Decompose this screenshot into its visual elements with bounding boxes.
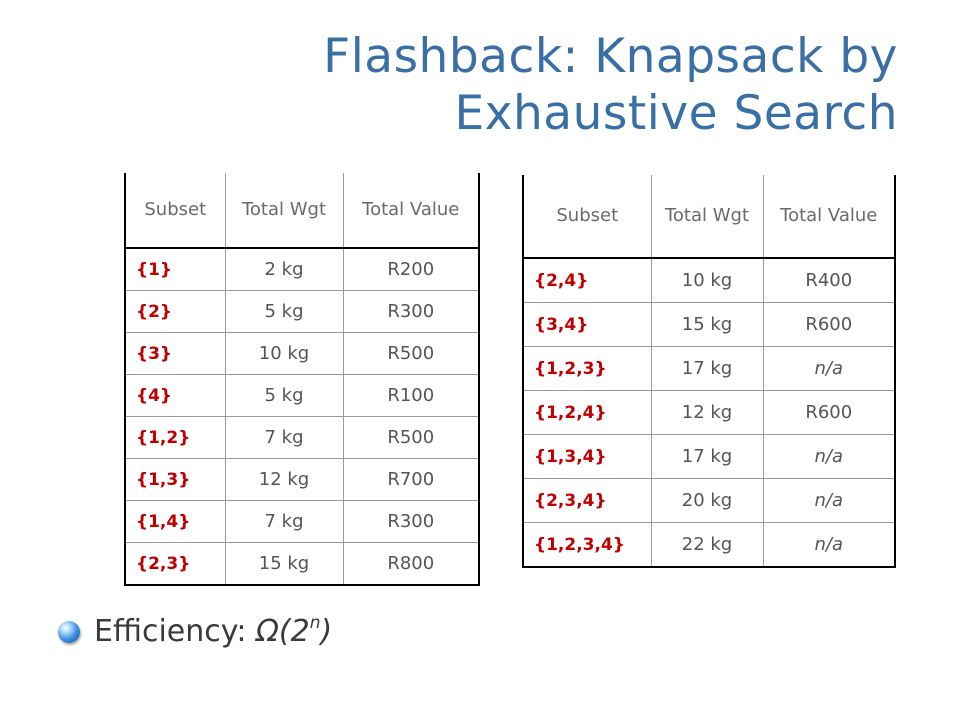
value-cell: R600 — [763, 302, 895, 347]
slide-title: Flashback: Knapsack by Exhaustive Search — [178, 28, 898, 142]
efficiency-bullet: Efficiency: Ω(2n) — [58, 613, 333, 649]
subset-cell: {2,3,4} — [523, 478, 652, 523]
subset-cell: {2} — [125, 290, 226, 333]
subset-cell: {4} — [125, 374, 226, 417]
subset-cell: {3} — [125, 332, 226, 375]
header-subset: Subset — [125, 173, 226, 249]
value-cell: n/a — [763, 478, 895, 523]
efficiency-text: Efficiency: Ω(2n) — [94, 613, 333, 649]
bullet-icon — [58, 620, 80, 643]
subset-cell: {3,4} — [523, 302, 652, 347]
value-cell: R500 — [343, 416, 479, 459]
slide-title-line-2: Exhaustive Search — [454, 86, 898, 141]
subset-cell: {1,2} — [125, 416, 226, 459]
weight-cell: 7 kg — [225, 500, 344, 543]
table-row: {2,4} 10 kg R400 — [523, 258, 895, 303]
weight-cell: 12 kg — [225, 458, 344, 501]
table-row: {1,2,4} 12 kg R600 — [523, 390, 895, 435]
weight-cell: 12 kg — [651, 390, 764, 435]
weight-cell: 17 kg — [651, 346, 764, 391]
table-row: {1,4} 7 kg R300 — [125, 500, 479, 543]
value-cell: R100 — [343, 374, 479, 417]
subset-table-left: Subset Total Wgt Total Value {1} 2 kg R2… — [124, 173, 480, 586]
weight-cell: 10 kg — [225, 332, 344, 375]
header-total-value: Total Value — [763, 175, 895, 259]
weight-cell: 2 kg — [225, 248, 344, 291]
value-cell: R300 — [343, 500, 479, 543]
header-total-wgt: Total Wgt — [651, 175, 764, 259]
subset-cell: {1,2,4} — [523, 390, 652, 435]
value-cell: R500 — [343, 332, 479, 375]
table-row: {1,3} 12 kg R700 — [125, 458, 479, 501]
table-row: {1,3,4} 17 kg n/a — [523, 434, 895, 479]
subset-cell: {1,4} — [125, 500, 226, 543]
table-row: {2,3} 15 kg R800 — [125, 542, 479, 586]
slide-title-line-1: Flashback: Knapsack by — [323, 29, 898, 84]
weight-cell: 15 kg — [651, 302, 764, 347]
subset-cell: {1,2,3} — [523, 346, 652, 391]
subset-cell: {2,3} — [125, 542, 226, 586]
value-cell: n/a — [763, 434, 895, 479]
header-subset: Subset — [523, 175, 652, 259]
table-row: {2,3,4} 20 kg n/a — [523, 478, 895, 523]
header-total-wgt: Total Wgt — [225, 173, 344, 249]
table-row: {3,4} 15 kg R600 — [523, 302, 895, 347]
table-row: {4} 5 kg R100 — [125, 374, 479, 417]
subset-table-right: Subset Total Wgt Total Value {2,4} 10 kg… — [522, 175, 896, 568]
omega-notation: Ω(2 — [255, 614, 310, 649]
subset-cell: {1} — [125, 248, 226, 291]
weight-cell: 17 kg — [651, 434, 764, 479]
value-cell: n/a — [763, 346, 895, 391]
weight-cell: 20 kg — [651, 478, 764, 523]
table-header-row: Subset Total Wgt Total Value — [125, 173, 479, 249]
table-row: {2} 5 kg R300 — [125, 290, 479, 333]
table-row: {1,2} 7 kg R500 — [125, 416, 479, 459]
table-header-row: Subset Total Wgt Total Value — [523, 175, 895, 259]
table-row: {1} 2 kg R200 — [125, 248, 479, 291]
header-total-value: Total Value — [343, 173, 479, 249]
omega-close: ) — [320, 614, 333, 649]
value-cell: n/a — [763, 522, 895, 568]
value-cell: R600 — [763, 390, 895, 435]
weight-cell: 5 kg — [225, 374, 344, 417]
value-cell: R300 — [343, 290, 479, 333]
table-row: {3} 10 kg R500 — [125, 332, 479, 375]
subset-cell: {1,3} — [125, 458, 226, 501]
subset-cell: {1,3,4} — [523, 434, 652, 479]
subset-cell: {2,4} — [523, 258, 652, 303]
value-cell: R800 — [343, 542, 479, 586]
weight-cell: 10 kg — [651, 258, 764, 303]
table-row: {1,2,3} 17 kg n/a — [523, 346, 895, 391]
value-cell: R700 — [343, 458, 479, 501]
efficiency-label: Efficiency: — [94, 614, 256, 649]
weight-cell: 22 kg — [651, 522, 764, 568]
value-cell: R400 — [763, 258, 895, 303]
subset-cell: {1,2,3,4} — [523, 522, 652, 568]
value-cell: R200 — [343, 248, 479, 291]
weight-cell: 7 kg — [225, 416, 344, 459]
weight-cell: 5 kg — [225, 290, 344, 333]
weight-cell: 15 kg — [225, 542, 344, 586]
table-row: {1,2,3,4} 22 kg n/a — [523, 522, 895, 568]
exponent-n: n — [309, 613, 321, 633]
